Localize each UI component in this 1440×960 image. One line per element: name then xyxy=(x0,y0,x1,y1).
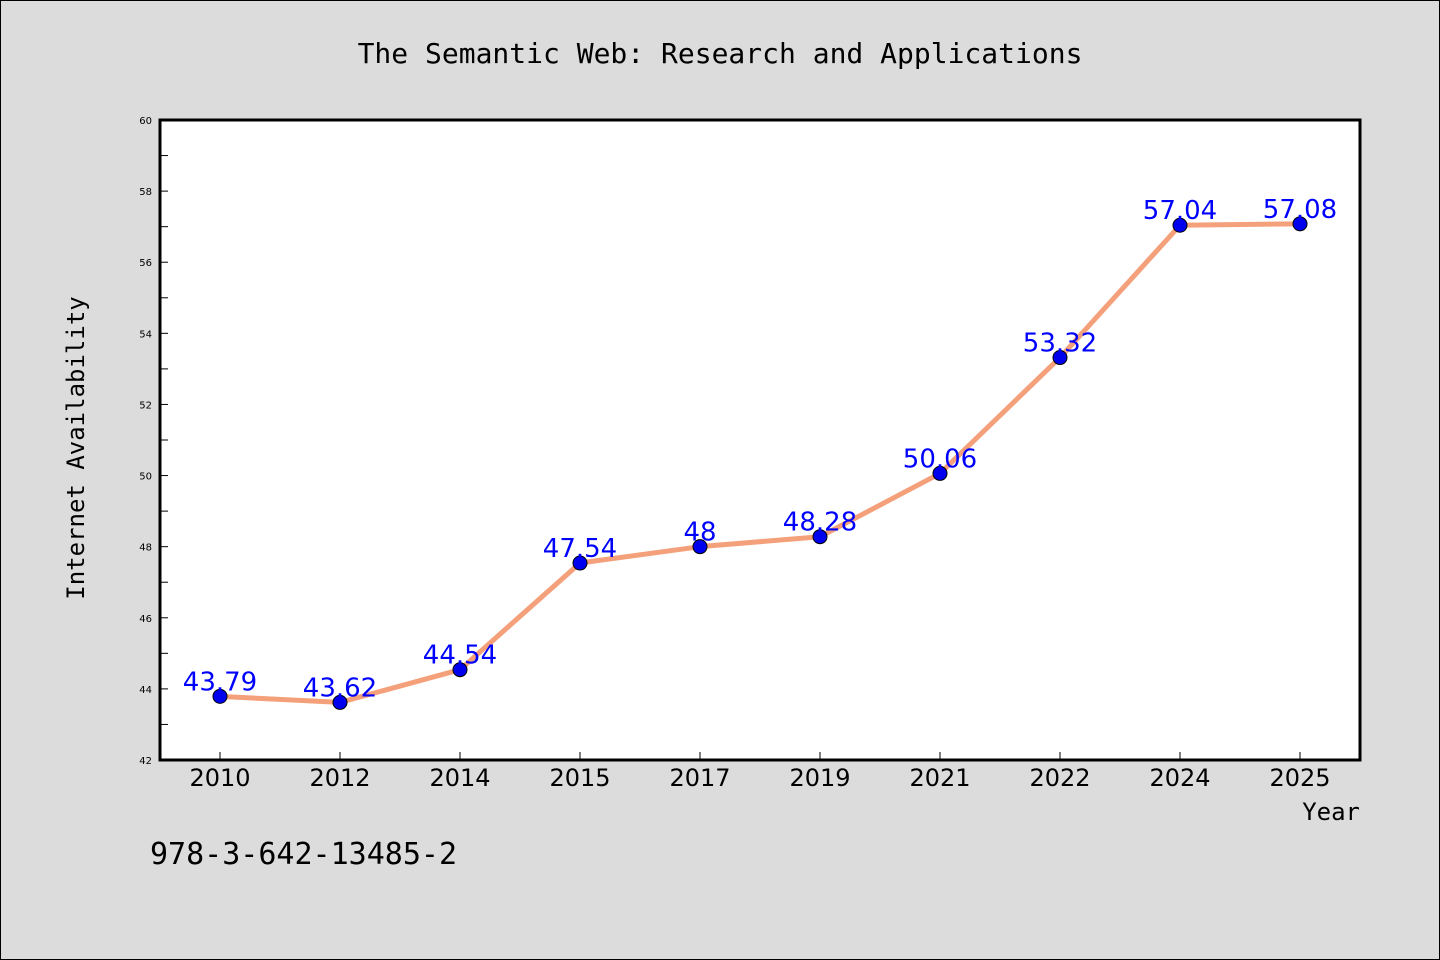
data-point xyxy=(212,688,228,704)
data-label: 47.54 xyxy=(543,534,617,564)
x-tick-label: 2010 xyxy=(189,764,250,792)
y-tick-label: 56 xyxy=(139,258,152,269)
data-point xyxy=(1052,350,1068,366)
data-labels: 43.79 43.62 44.54 47.54 48 48.28 50.06 53.32 57.… xyxy=(183,195,1337,704)
data-point xyxy=(572,555,588,571)
data-point xyxy=(692,539,708,555)
y-tick-label: 60 xyxy=(139,116,152,127)
y-tick-label: 54 xyxy=(139,329,152,340)
y-tick-label: 58 xyxy=(139,187,152,198)
data-label: 43.79 xyxy=(183,667,257,697)
plot-area xyxy=(158,118,1362,762)
data-label: 50.06 xyxy=(903,444,977,474)
x-axis: 2010 2012 2014 2015 2017 2019 2021 2022 2024 2025 xyxy=(189,752,1331,792)
y-tick-label: 44 xyxy=(139,685,152,696)
data-point xyxy=(812,529,828,545)
isbn-annotation: 978-3-642-13485-2 xyxy=(150,837,457,872)
data-label: 43.62 xyxy=(303,673,377,703)
data-point xyxy=(332,694,348,710)
data-label: 57.04 xyxy=(1143,196,1217,226)
x-tick-label: 2025 xyxy=(1269,764,1330,792)
x-tick-label: 2019 xyxy=(789,764,850,792)
x-tick-label: 2017 xyxy=(669,764,730,792)
chart-title: The Semantic Web: Research and Applicati… xyxy=(358,37,1083,70)
x-tick-label: 2022 xyxy=(1029,764,1090,792)
data-point xyxy=(1172,217,1188,233)
y-axis-label: Internet Availability xyxy=(62,296,90,599)
y-axis: 42 44 46 48 50 52 54 56 58 60 xyxy=(139,116,168,767)
x-tick-label: 2014 xyxy=(429,764,490,792)
data-label: 44.54 xyxy=(423,641,497,671)
x-tick-label: 2021 xyxy=(909,764,970,792)
y-tick-label: 46 xyxy=(139,614,152,625)
x-axis-label: Year xyxy=(1302,798,1360,826)
data-label: 48 xyxy=(683,518,716,548)
y-tick-label: 42 xyxy=(139,756,152,767)
data-label: 48.28 xyxy=(783,508,857,538)
data-label: 57.08 xyxy=(1263,195,1337,225)
data-point xyxy=(1292,216,1308,232)
x-tick-label: 2024 xyxy=(1149,764,1210,792)
y-tick-label: 48 xyxy=(139,543,152,554)
y-tick-label: 50 xyxy=(139,472,152,483)
data-point xyxy=(452,662,468,678)
x-tick-label: 2015 xyxy=(549,764,610,792)
series-line xyxy=(217,221,1303,705)
y-tick-label: 52 xyxy=(139,400,152,411)
data-point xyxy=(932,465,948,481)
data-label: 53.32 xyxy=(1023,329,1097,359)
series-line-group xyxy=(212,216,1308,710)
x-tick-label: 2012 xyxy=(309,764,370,792)
